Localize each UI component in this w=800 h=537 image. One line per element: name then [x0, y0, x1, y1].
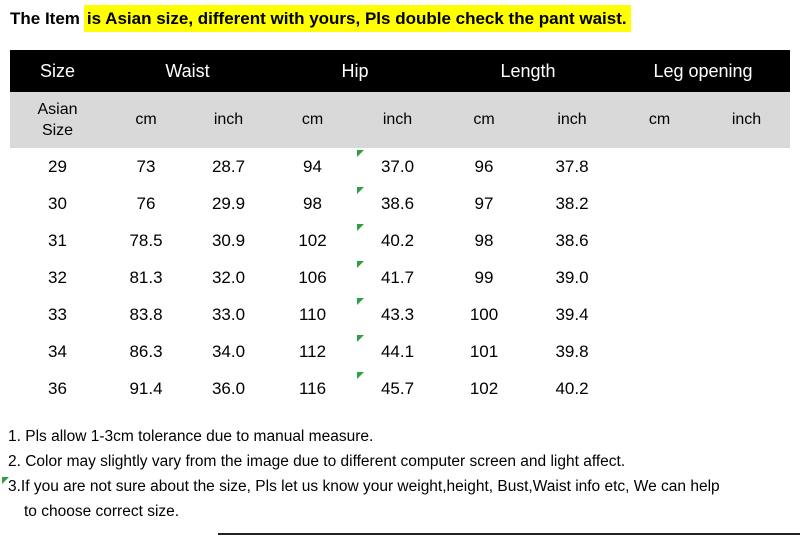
cell-leg-inch: [703, 148, 790, 185]
cell-length-cm: 100: [469, 304, 499, 324]
cell-length-cm: 99: [474, 267, 494, 287]
note-line-1: 1. Pls allow 1-3cm tolerance due to manu…: [8, 428, 374, 445]
cell-leg-cm: [616, 259, 703, 296]
cell-size: 34: [48, 341, 67, 361]
cell-waist-cm: 83.8: [129, 304, 163, 324]
cell-leg-cm: [616, 296, 703, 333]
cell-hip-inch: 37.0: [355, 148, 440, 185]
cell-waist-cm: 76: [136, 193, 156, 213]
note-line-4: to choose correct size.: [24, 503, 180, 520]
cell-hip-cm: 106: [298, 267, 327, 287]
cell-hip-cm: 98: [303, 193, 322, 213]
cell-leg-inch: [703, 259, 790, 296]
cell-waist-cm: 78.5: [129, 230, 163, 250]
cell-waist-inch: 28.7: [211, 156, 246, 176]
table-row: 32 81.3 32.0 106 41.7 99 39.0: [10, 259, 790, 296]
header-length: Length: [440, 50, 617, 92]
cell-leg-inch: [703, 222, 790, 259]
header-size: Size: [10, 50, 105, 92]
cell-leg-cm: [616, 148, 703, 185]
cell-leg-inch: [703, 185, 790, 222]
cell-hip-inch: 38.6: [355, 185, 440, 222]
cell-waist-cm: 81.3: [129, 267, 163, 287]
cell-hip-cm: 94: [303, 156, 322, 176]
cell-waist-cm: 91.4: [129, 378, 163, 398]
subheader-asian-size: Asian Size: [10, 92, 105, 148]
header-hip: Hip: [270, 50, 441, 92]
cell-hip-inch: 44.1: [355, 333, 440, 370]
cell-size: 32: [48, 267, 67, 287]
cell-hip-cm: 102: [298, 230, 327, 250]
table-row: 34 86.3 34.0 112 44.1 101 39.8: [10, 333, 790, 370]
cell-length-cm: 102: [469, 378, 499, 398]
cell-size: 33: [48, 304, 67, 324]
cell-length-cm: 96: [474, 156, 494, 176]
cell-length-cm: 98: [474, 230, 494, 250]
cell-length-cm: 101: [469, 341, 499, 361]
cell-waist-cm: 73: [136, 156, 156, 176]
bottom-border-line: [218, 533, 800, 535]
cell-hip-cm: 116: [298, 378, 327, 398]
subheader-leg-cm: cm: [616, 92, 704, 148]
cell-size: 29: [48, 156, 67, 176]
cell-waist-inch: 29.9: [211, 193, 246, 213]
cell-hip-inch: 45.7: [355, 370, 440, 407]
cell-hip-cm: 110: [298, 304, 327, 324]
cell-length-inch: 37.8: [555, 156, 589, 176]
subheader-waist-inch: inch: [187, 92, 270, 148]
cell-waist-inch: 36.0: [211, 378, 246, 398]
cell-waist-cm: 86.3: [129, 341, 163, 361]
table-row: 29 73 28.7 94 37.0 96 37.8: [10, 148, 790, 185]
subheader-leg-inch: inch: [703, 92, 791, 148]
cell-leg-cm: [616, 222, 703, 259]
cell-waist-inch: 30.9: [211, 230, 246, 250]
note-line-3: 3.If you are not sure about the size, Pl…: [2, 474, 800, 499]
subheader-hip-inch: inch: [355, 92, 441, 148]
cell-hip-inch: 41.7: [355, 259, 440, 296]
table-row: 31 78.5 30.9 102 40.2 98 38.6: [10, 222, 790, 259]
size-table: Size Waist Hip Length Leg opening Asian …: [10, 50, 791, 407]
cell-leg-cm: [616, 185, 703, 222]
cell-length-inch: 39.8: [555, 341, 589, 361]
cell-leg-inch: [703, 296, 790, 333]
banner-highlight: is Asian size, different with yours, Pls…: [83, 5, 631, 32]
banner-prefix: The Item: [10, 9, 80, 28]
cell-length-inch: 39.4: [555, 304, 589, 324]
cell-size: 36: [48, 378, 67, 398]
cell-length-inch: 38.2: [555, 193, 589, 213]
cell-leg-cm: [616, 370, 703, 407]
subheader-hip-cm: cm: [270, 92, 355, 148]
table-subheader-row: Asian Size cm inch cm inch cm inch cm in…: [10, 92, 791, 148]
cell-waist-inch: 32.0: [211, 267, 246, 287]
cell-leg-inch: [703, 333, 790, 370]
cell-size: 31: [48, 230, 67, 250]
cell-length-inch: 40.2: [555, 378, 589, 398]
cell-leg-cm: [616, 333, 703, 370]
cell-hip-inch: 43.3: [355, 296, 440, 333]
banner: The Item is Asian size, different with yo…: [0, 0, 800, 32]
table-row: 30 76 29.9 98 38.6 97 38.2: [10, 185, 790, 222]
subheader-length-inch: inch: [528, 92, 617, 148]
header-waist: Waist: [105, 50, 270, 92]
cell-length-cm: 97: [474, 193, 494, 213]
header-leg-opening: Leg opening: [616, 50, 791, 92]
cell-length-inch: 38.6: [555, 230, 589, 250]
cell-waist-inch: 34.0: [211, 341, 246, 361]
table-row: 33 83.8 33.0 110 43.3 100 39.4: [10, 296, 790, 333]
notes-section: 1. Pls allow 1-3cm tolerance due to manu…: [2, 424, 800, 524]
table-header-row: Size Waist Hip Length Leg opening: [10, 50, 791, 92]
subheader-waist-cm: cm: [105, 92, 187, 148]
subheader-length-cm: cm: [440, 92, 529, 148]
cell-hip-cm: 112: [298, 341, 327, 361]
table-row: 36 91.4 36.0 116 45.7 102 40.2: [10, 370, 790, 407]
cell-waist-inch: 33.0: [211, 304, 246, 324]
cell-length-inch: 39.0: [555, 267, 589, 287]
cell-hip-inch: 40.2: [355, 222, 440, 259]
cell-leg-inch: [703, 370, 790, 407]
note-line-2: 2. Color may slightly vary from the imag…: [8, 453, 626, 470]
cell-size: 30: [48, 193, 67, 213]
